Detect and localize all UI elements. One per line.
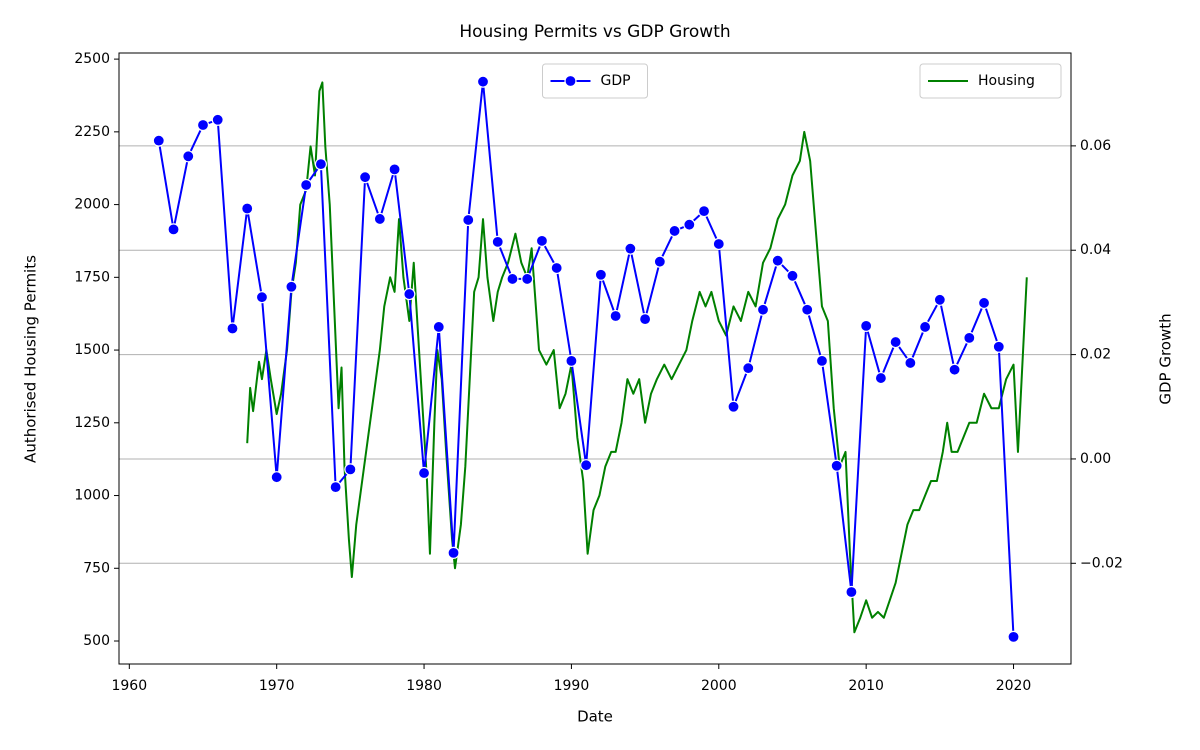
data-point (550, 261, 563, 275)
data-point (992, 340, 1005, 353)
x-tick-label: 2020 (996, 678, 1032, 694)
data-point (697, 204, 711, 218)
data-point (329, 481, 342, 494)
y-axis-label: Authorised Housing Permits (22, 255, 40, 463)
legend: Housing (919, 63, 1062, 99)
legend-box (542, 63, 648, 99)
data-point (388, 163, 401, 176)
data-point (491, 235, 504, 248)
data-point (167, 223, 180, 236)
y-tick-label: 1750 (74, 269, 110, 285)
data-point (403, 287, 416, 301)
data-line (246, 81, 1028, 634)
y-tick-label: 750 (83, 560, 110, 576)
y-tick-label: 1250 (74, 415, 110, 431)
data-point (786, 269, 799, 282)
x-axis-label: Date (577, 708, 613, 726)
data-point (712, 237, 725, 251)
y-tick-label: 500 (83, 633, 110, 649)
y2-tick-label: 0.06 (1080, 138, 1111, 154)
x-tick-label: 1980 (406, 678, 442, 694)
y2-tick-label: 0.04 (1080, 242, 1111, 258)
data-point (182, 150, 195, 163)
data-point (226, 322, 239, 335)
data-point (255, 291, 269, 304)
data-point (860, 319, 873, 332)
data-point (683, 218, 696, 231)
data-point (1007, 630, 1020, 643)
data-point (815, 354, 829, 367)
data-point (668, 224, 681, 238)
data-point (963, 331, 976, 344)
data-point (977, 296, 991, 310)
x-tick-label: 2010 (848, 678, 884, 694)
data-point (756, 303, 770, 316)
data-point (933, 293, 946, 306)
legend-label: GDP (601, 73, 631, 89)
plot-frame (118, 52, 1072, 665)
x-tick-label: 1990 (554, 678, 590, 694)
data-point (535, 234, 549, 247)
data-point (727, 400, 740, 413)
data-point (300, 178, 313, 192)
data-point (462, 213, 475, 227)
data-point (373, 212, 386, 226)
data-point (639, 313, 652, 326)
data-point (742, 362, 755, 375)
y-tick-label: 1500 (74, 342, 110, 358)
x-tick-label: 1960 (111, 678, 147, 694)
data-point (580, 459, 593, 472)
data-point (432, 320, 445, 334)
legend-marker (564, 74, 577, 88)
data-line (157, 80, 1015, 637)
y2-axis-label: GDP Growth (1157, 313, 1175, 404)
data-point (359, 171, 372, 184)
data-point (653, 255, 666, 268)
y-tick-label: 2250 (74, 124, 110, 140)
y2-tick-label: 0.02 (1080, 347, 1111, 363)
data-point (506, 272, 519, 286)
y-tick-label: 2500 (74, 51, 110, 67)
data-point (771, 254, 784, 267)
legend-label: Housing (978, 73, 1035, 89)
legend: GDP (542, 63, 648, 99)
chart-title: Housing Permits vs GDP Growth (459, 22, 730, 42)
x-tick-label: 2000 (701, 678, 737, 694)
data-point (801, 303, 814, 316)
data-point (904, 356, 917, 370)
data-point (152, 134, 165, 147)
data-point (845, 585, 858, 599)
y2-tick-label: 0.00 (1080, 451, 1111, 467)
data-point (417, 466, 431, 480)
data-point (314, 158, 327, 171)
x-tick-label: 1970 (259, 678, 295, 694)
data-point (521, 272, 534, 286)
data-point (919, 320, 932, 334)
data-point (476, 75, 490, 88)
y2-tick-label: −0.02 (1080, 555, 1123, 571)
data-point (285, 280, 298, 293)
data-point (241, 202, 254, 215)
legend-box (919, 63, 1062, 99)
data-point (889, 335, 902, 349)
data-point (344, 463, 357, 476)
data-point (948, 363, 961, 376)
data-point (211, 113, 224, 126)
data-point (624, 242, 637, 255)
data-point (609, 309, 622, 323)
data-point (196, 118, 210, 132)
data-point (447, 546, 460, 559)
y-tick-label: 2000 (74, 197, 110, 213)
y-tick-label: 1000 (74, 488, 110, 504)
data-point (565, 354, 578, 367)
data-point (830, 459, 843, 472)
data-point (874, 371, 887, 385)
data-point (594, 268, 607, 281)
data-point (270, 471, 283, 484)
